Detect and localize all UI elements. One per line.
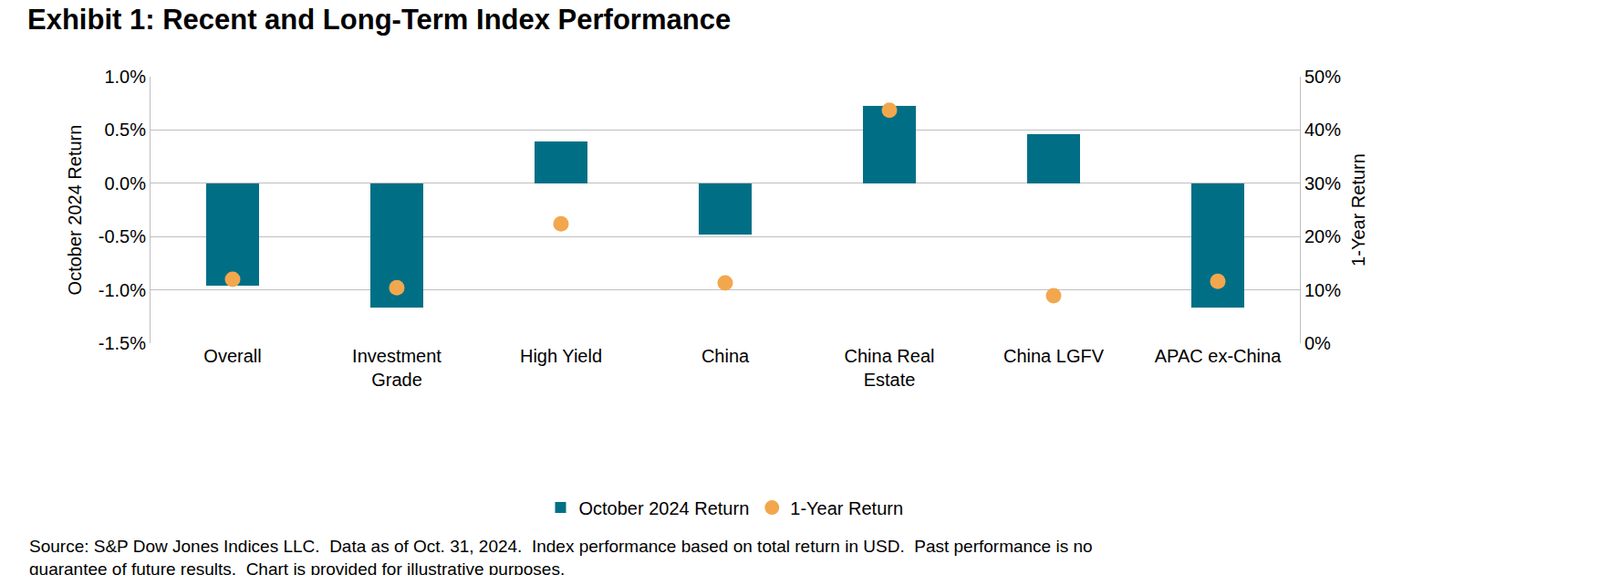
svg-text:-1.5%: -1.5% <box>98 332 146 354</box>
svg-text:Overall: Overall <box>203 345 261 366</box>
svg-text:10%: 10% <box>1304 280 1341 301</box>
svg-text:High Yield: High Yield <box>519 345 603 366</box>
svg-text:-1.0%: -1.0% <box>98 280 146 301</box>
svg-text:1-Year Return: 1-Year Return <box>1348 153 1369 267</box>
svg-text:Exhibit 1: Recent and Long-Ter: Exhibit 1: Recent and Long-Term Index Pe… <box>27 3 731 36</box>
svg-text:China RealEstate: China RealEstate <box>844 345 936 390</box>
svg-text:October 2024 Return: October 2024 Return <box>579 498 750 519</box>
svg-text:China: China <box>701 345 750 366</box>
svg-text:0.5%: 0.5% <box>103 119 146 140</box>
svg-text:1-Year Return: 1-Year Return <box>789 498 904 519</box>
svg-text:0%: 0% <box>1304 332 1331 354</box>
svg-text:40%: 40% <box>1304 119 1341 140</box>
svg-text:October 2024 Return: October 2024 Return <box>64 124 85 296</box>
svg-text:50%: 50% <box>1304 66 1341 87</box>
svg-text:Source: S&P Dow Jones Indices: Source: S&P Dow Jones Indices LLC. Data … <box>29 536 1093 575</box>
svg-text:APAC ex-China: APAC ex-China <box>1154 345 1282 366</box>
svg-text:InvestmentGrade: InvestmentGrade <box>352 345 442 390</box>
svg-text:1.0%: 1.0% <box>103 66 146 87</box>
svg-text:0.0%: 0.0% <box>103 173 146 194</box>
svg-text:30%: 30% <box>1304 173 1341 194</box>
svg-text:20%: 20% <box>1304 226 1341 247</box>
svg-text:China LGFV: China LGFV <box>1003 345 1105 366</box>
svg-text:-0.5%: -0.5% <box>98 226 146 247</box>
